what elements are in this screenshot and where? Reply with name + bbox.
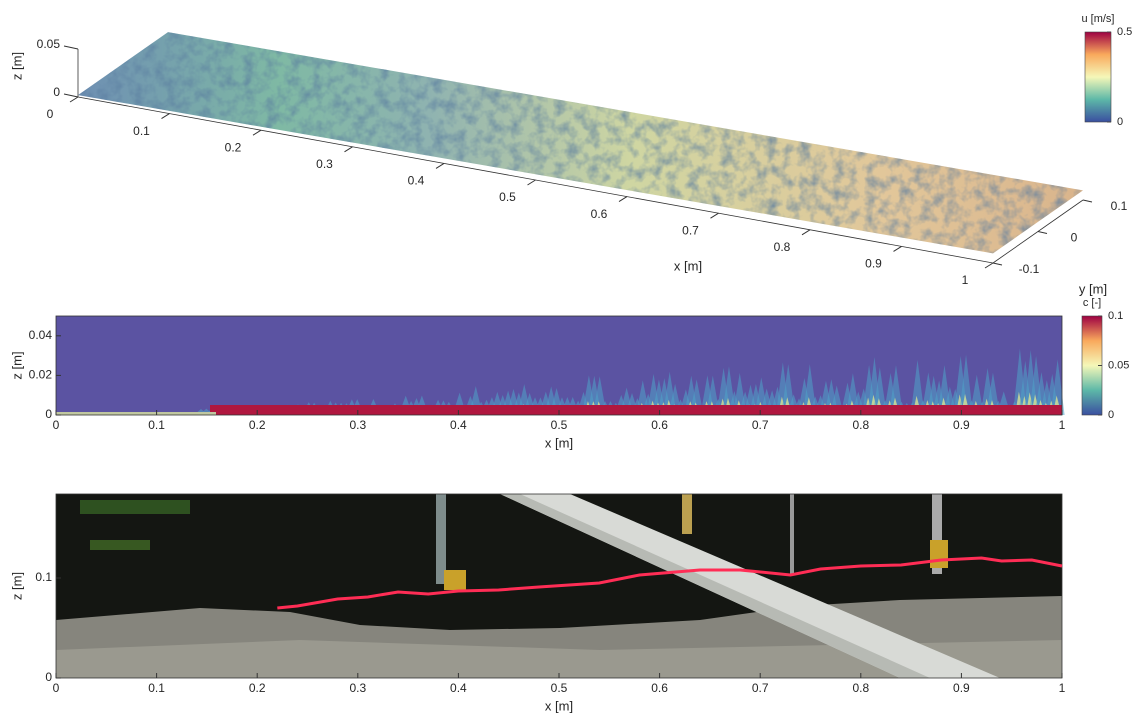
y-tick-label: 0 <box>45 407 52 421</box>
z-tick <box>63 45 79 50</box>
x-tick-label: 0.5 <box>499 190 516 204</box>
y-tick-label: 0.1 <box>1111 199 1128 213</box>
y-tick-label: -0.1 <box>1019 262 1040 276</box>
x-tick-label: 0.3 <box>316 157 333 171</box>
surface-texture <box>78 32 1083 254</box>
plume-blob <box>959 354 974 415</box>
y-tick-label: 0 <box>1071 231 1078 245</box>
x-tick-label: 0.5 <box>551 418 568 432</box>
colorbar-title: u [m/s] <box>1081 13 1114 25</box>
y-tick <box>1082 199 1093 203</box>
bed-layer <box>210 405 1062 415</box>
y-tick-label: 0.04 <box>29 328 53 342</box>
x-tick-label: 0.2 <box>225 140 242 154</box>
x-tick-label: 0.6 <box>591 207 608 221</box>
x-tick-label: 0.7 <box>752 681 769 695</box>
plume-blob <box>910 359 925 415</box>
y-tick-label: 0.02 <box>29 368 53 382</box>
x-tick-label: 1 <box>1059 681 1066 695</box>
x-tick-label: 0 <box>53 681 60 695</box>
plume-blob <box>872 367 887 415</box>
y-axis-label: y [m] <box>1079 281 1107 296</box>
x-tick-label: 0.1 <box>133 124 150 138</box>
colorbar-tick-label: 0 <box>1108 409 1114 421</box>
plume-blob <box>1050 359 1065 415</box>
x-tick-label: 0 <box>47 107 54 121</box>
x-tick <box>435 162 445 169</box>
x-tick-label: 0 <box>53 418 60 432</box>
x-tick-label: 0.1 <box>148 681 165 695</box>
x-axis-label: x [m] <box>545 698 573 713</box>
x-tick <box>893 245 902 252</box>
photo <box>56 494 1062 678</box>
plume-blob <box>985 372 1000 415</box>
x-tick-label: 0.3 <box>349 681 366 695</box>
x-tick-label: 0.6 <box>651 418 668 432</box>
x-tick-label: 0.8 <box>774 240 791 254</box>
z-tick <box>63 93 79 98</box>
x-tick <box>344 146 353 153</box>
x-tick-label: 0.3 <box>349 418 366 432</box>
x-tick <box>527 179 536 186</box>
colorbar-tick-label: 0.1 <box>1108 310 1123 322</box>
x-tick-label: 0.4 <box>408 174 425 188</box>
y-axis-label: z [m] <box>9 572 24 600</box>
x-tick-label: 0.5 <box>551 681 568 695</box>
z-tick-label: 0.05 <box>37 37 61 51</box>
colorbar <box>1084 31 1112 123</box>
colorbar-tick-label: 0.5 <box>1117 26 1132 38</box>
y-tick-label: 0 <box>45 670 52 684</box>
x-axis-label: x [m] <box>674 258 702 273</box>
profile-line <box>277 556 1063 610</box>
z-axis-label: z [m] <box>9 52 24 80</box>
plume-blob <box>969 374 984 415</box>
plume <box>56 348 1065 415</box>
x-tick-label: 0.9 <box>953 681 970 695</box>
x-tick <box>801 229 811 236</box>
z-tick-label: 0 <box>53 85 60 99</box>
colorbar-title: c [-] <box>1083 297 1101 309</box>
colorbar-tick-label: 0.05 <box>1108 359 1129 371</box>
x-tick-label: 0.8 <box>852 418 869 432</box>
y-axis-label: z [m] <box>9 351 24 379</box>
x-tick-label: 0.9 <box>865 257 882 271</box>
y-tick <box>1037 231 1048 234</box>
x-tick-label: 0.2 <box>249 681 266 695</box>
x-tick-label: 0.7 <box>752 418 769 432</box>
x-tick-label: 0.6 <box>651 681 668 695</box>
x-tick-label: 0.2 <box>249 418 266 432</box>
x-tick <box>161 113 170 120</box>
y-tick <box>992 262 1003 266</box>
x-tick <box>69 96 79 103</box>
x-tick-label: 0.8 <box>852 681 869 695</box>
x-tick-label: 0.7 <box>682 223 699 237</box>
x-tick-label: 0.9 <box>953 418 970 432</box>
y-tick-label: 0.1 <box>35 570 52 584</box>
x-tick-label: 0.1 <box>148 418 165 432</box>
x-tick <box>618 196 628 203</box>
x-tick <box>984 262 994 269</box>
x-axis-label: x [m] <box>545 435 573 450</box>
colorbar-tick-label: 0 <box>1117 116 1123 128</box>
bed-layer <box>56 412 216 415</box>
x-tick-label: 1 <box>962 273 969 287</box>
x-tick <box>710 212 719 219</box>
x-tick-label: 1 <box>1059 418 1066 432</box>
x-tick-label: 0.4 <box>450 418 467 432</box>
x-tick <box>252 129 262 136</box>
plume-blob <box>888 365 903 415</box>
x-tick-label: 0.4 <box>450 681 467 695</box>
